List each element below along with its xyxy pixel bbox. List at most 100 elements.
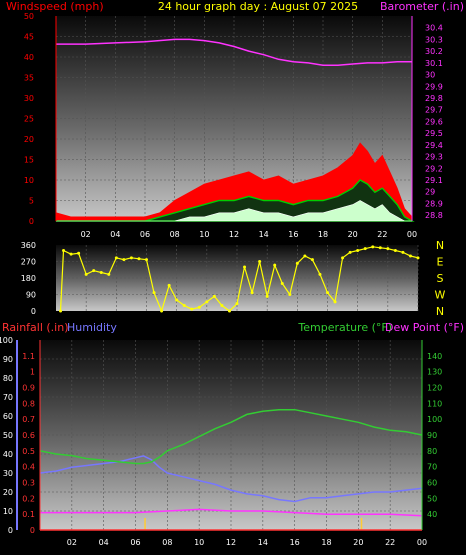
wind-direction-point <box>273 263 277 267</box>
y-tick-label: 45 <box>24 33 34 42</box>
y-tick-label: 35 <box>24 74 34 83</box>
x-tick-label: 00 <box>417 538 427 547</box>
wind-direction-point <box>408 254 412 258</box>
x-tick-label: 06 <box>130 538 140 547</box>
humidity-tick-label: 60 <box>3 412 13 421</box>
axes: 0 5 10 15 20 25 30 35 40 45 50 28.8 28.9 29 29.1 29.2 29… <box>24 12 443 239</box>
wind-direction-point <box>386 247 390 251</box>
x-tick-label: 20 <box>353 538 363 547</box>
y-tick-label: 50 <box>24 12 34 21</box>
temperature-label: Temperature (°F) <box>297 321 392 334</box>
wind-direction-point <box>295 261 299 265</box>
y2-tick-label: 30.4 <box>425 24 443 33</box>
x-tick-label: 22 <box>377 230 387 239</box>
grid <box>56 245 419 311</box>
rainfall-label: Rainfall (.in) <box>2 321 69 334</box>
y2-tick-label: 29.8 <box>425 94 443 103</box>
windspeed-lull-area <box>56 200 412 222</box>
wind-direction-point <box>84 272 88 276</box>
y-tick-label: 180 <box>21 274 36 283</box>
x-tick-label: 10 <box>199 230 209 239</box>
y-tick-label: 20 <box>24 135 34 144</box>
humidity-label: Humidity <box>67 321 117 334</box>
y-axis-label: Windspeed (mph) <box>6 0 104 13</box>
chart-title: 24 hour graph day : August 07 2025 <box>158 0 358 13</box>
weather-series <box>39 408 423 531</box>
temperature-tick-label: 80 <box>427 447 437 456</box>
wind-direction-point <box>303 254 307 258</box>
x-tick-label: 22 <box>385 538 395 547</box>
x-tick-label: 18 <box>318 230 328 239</box>
x-tick-label: 10 <box>194 538 204 547</box>
wind-direction-point <box>326 291 329 295</box>
wind-direction-point <box>59 309 63 313</box>
axes: 010203040506070809010000.10.20.30.40.50.… <box>0 336 442 547</box>
wind-direction-point <box>220 304 224 307</box>
x-tick-label: 02 <box>67 538 77 547</box>
y2-tick-label: 30 <box>425 71 435 80</box>
dew-point-label: Dew Point (°F) <box>385 321 464 334</box>
wind-direction-point <box>401 250 405 254</box>
compass-label: S <box>437 272 444 285</box>
compass-label: N <box>436 305 444 318</box>
temperature-tick-label: 100 <box>427 415 442 424</box>
humidity-tick-label: 40 <box>3 450 13 459</box>
wind-direction-point <box>69 252 73 256</box>
y-tick-label: 5 <box>29 197 34 206</box>
wind-direction-point <box>197 305 201 309</box>
y-tick-label: 30 <box>24 94 34 103</box>
y2-tick-label: 29.9 <box>425 82 443 91</box>
wind-direction-point <box>99 271 103 274</box>
wind-direction-point <box>341 256 345 260</box>
humidity-tick-label: 80 <box>3 374 13 383</box>
y-tick-label: 15 <box>24 156 34 165</box>
barometer-line <box>56 38 412 66</box>
humidity-tick-label: 20 <box>3 488 13 497</box>
y-tick-label: 25 <box>24 115 34 124</box>
wind-direction-point <box>243 265 247 269</box>
wind-direction-point <box>280 282 284 285</box>
x-tick-label: 02 <box>81 230 91 239</box>
x-tick-label: 04 <box>99 538 109 547</box>
y2-tick-label: 29.2 <box>425 164 443 173</box>
y-tick-label: 0 <box>31 307 36 316</box>
temperature-tick-label: 90 <box>427 431 437 440</box>
y-tick-label: 40 <box>24 53 34 62</box>
wind-direction-point <box>288 293 292 296</box>
wind-direction-point <box>310 258 314 262</box>
wind-direction-point <box>190 307 194 311</box>
humidity-line <box>39 455 423 503</box>
x-tick-label: 12 <box>229 230 239 239</box>
rainfall-tick-label: 0.2 <box>22 494 35 503</box>
wind-direction-point <box>356 249 360 252</box>
y2-axis-label: Barometer (.in) <box>380 0 464 13</box>
y2-tick-label: 29.7 <box>425 106 443 115</box>
rainfall-tick-label: 0.9 <box>22 384 35 393</box>
temperature-tick-label: 130 <box>427 368 442 377</box>
wind-direction-point <box>371 245 375 249</box>
compass-label: N <box>436 239 444 252</box>
humidity-tick-label: 100 <box>0 336 13 345</box>
temperature-tick-label: 60 <box>427 479 437 488</box>
rainfall-tick-label: 1 <box>30 368 35 377</box>
rainfall-tick-label: 1.1 <box>22 352 35 361</box>
y2-tick-label: 28.8 <box>425 211 443 220</box>
wind-direction-point <box>318 272 322 276</box>
y2-tick-label: 30.1 <box>425 59 443 68</box>
y-tick-label: 360 <box>21 241 36 250</box>
wind-barometer-panel: 0 5 10 15 20 25 30 35 40 45 50 28.8 28.9 29 29.1 29.2 29… <box>24 12 443 239</box>
wind-direction-point <box>92 269 96 273</box>
x-tick-label: 00 <box>407 230 417 239</box>
wind-direction-point <box>137 257 141 261</box>
humidity-tick-label: 30 <box>3 469 13 478</box>
y-tick-label: 90 <box>26 291 36 300</box>
temperature-line <box>39 408 423 465</box>
x-tick-label: 06 <box>140 230 150 239</box>
temperature-tick-label: 120 <box>427 384 442 393</box>
rainfall-tick-label: 0 <box>30 526 35 535</box>
wind-direction-point <box>62 249 66 252</box>
wind-direction-point <box>114 256 118 260</box>
